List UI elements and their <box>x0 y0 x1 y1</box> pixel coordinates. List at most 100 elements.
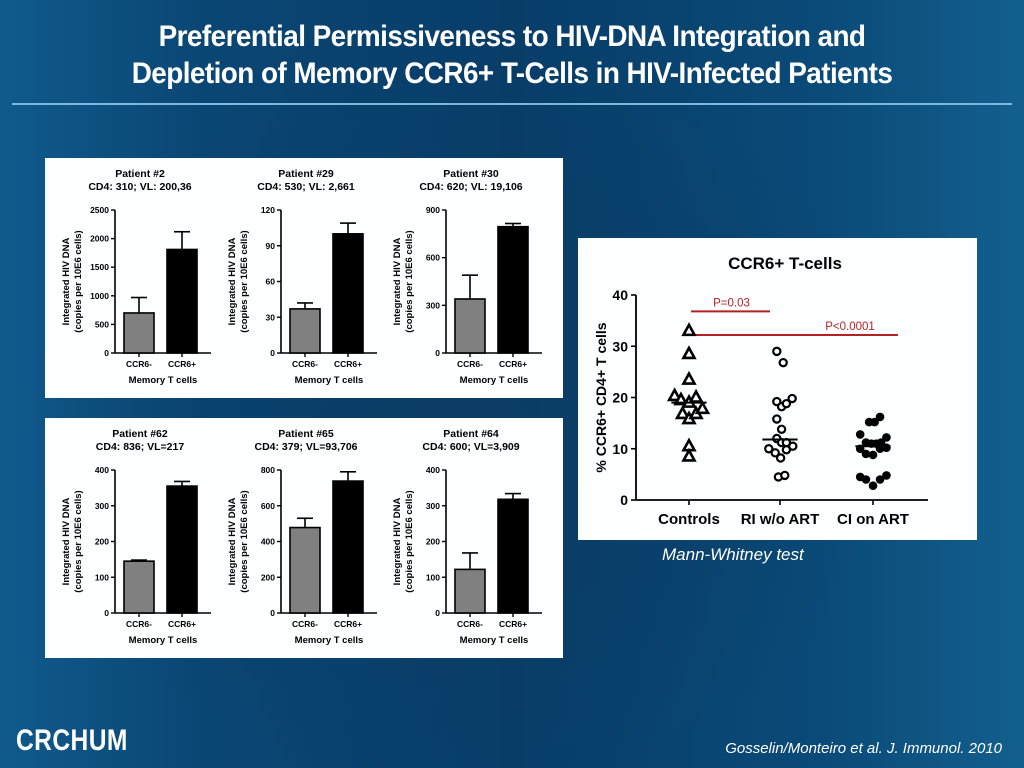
data-point <box>772 346 782 357</box>
bar-ccr6-pos <box>166 248 198 354</box>
svg-text:(copies per 10E6 cells): (copies per 10E6 cells) <box>239 490 250 592</box>
chart-title: CCR6+ T-cells <box>728 254 842 273</box>
series-ci-on-art <box>855 412 891 490</box>
y-tick-label: 1000 <box>90 291 109 301</box>
citation: Gosselin/Monteiro et al. J. Immunol. 201… <box>725 740 1002 757</box>
x-tick-label: CCR6+ <box>499 619 527 629</box>
data-point <box>787 393 797 404</box>
y-axis-label: Integrated HIV DNA (copies per 10E6 cells… <box>61 230 84 332</box>
scatter-chart-panel: CCR6+ T-cells 0 10 20 30 40 % CCR6+ CD4+ T cel… <box>578 238 977 540</box>
svg-text:(copies per 10E6 cells): (copies per 10E6 cells) <box>73 230 84 332</box>
bar-ccr6-neg <box>123 312 155 354</box>
x-axis-label: Memory T cells <box>295 635 364 646</box>
data-point <box>770 448 780 458</box>
x-tick-label: CCR6+ <box>334 359 362 369</box>
x-tick-label: CCR6+ <box>334 619 362 629</box>
x-tick-label: CCR6- <box>126 619 152 629</box>
y-tick-label: 20 <box>612 390 628 406</box>
x-tick-label: CCR6+ <box>168 359 196 369</box>
y-tick-label: 600 <box>426 253 440 263</box>
y-tick-label: 60 <box>266 277 276 287</box>
x-tick-label: RI w/o ART <box>741 511 820 528</box>
data-point <box>772 414 782 424</box>
chart-subtitle: CD4: 600; VL=3,909 <box>422 441 519 453</box>
y-tick-label: 40 <box>612 287 628 303</box>
data-point <box>870 417 879 427</box>
y-tick-label: 400 <box>426 465 440 475</box>
data-point <box>775 453 786 463</box>
x-tick-label: CCR6- <box>457 619 483 629</box>
bar-ccr6-pos <box>497 498 529 614</box>
x-axis-label: Memory T cells <box>295 375 364 386</box>
svg-text:Integrated HIV DNA: Integrated HIV DNA <box>392 238 403 326</box>
bar-ccr6-pos <box>332 233 364 354</box>
svg-text:(copies per 10E6 cells): (copies per 10E6 cells) <box>404 230 415 332</box>
bar-ccr6-neg <box>454 568 486 614</box>
data-point <box>875 475 885 484</box>
y-tick-label: 2500 <box>90 205 109 215</box>
y-tick-label: 200 <box>261 572 275 582</box>
data-point <box>868 450 878 460</box>
statistical-test-note: Mann-Whitney test <box>662 545 804 564</box>
chart-title: Patient #29 <box>278 168 334 180</box>
bar-ccr6-neg <box>289 308 321 354</box>
x-tick-label: CI on ART <box>837 511 909 528</box>
x-tick-label: Controls <box>658 511 720 528</box>
data-point <box>861 449 871 459</box>
data-point <box>681 370 697 385</box>
x-tick-label: CCR6- <box>292 619 318 629</box>
data-point <box>882 471 891 480</box>
svg-text:Integrated HIV DNA: Integrated HIV DNA <box>227 238 238 326</box>
y-tick-label: 0 <box>435 608 440 618</box>
svg-text:Integrated HIV DNA: Integrated HIV DNA <box>392 498 403 586</box>
chart-subtitle: CD4: 530; VL: 2,661 <box>257 181 355 193</box>
x-tick-label: CCR6+ <box>168 619 196 629</box>
crchum-logo: CRCHUM <box>16 724 128 757</box>
data-point <box>781 398 792 409</box>
series-controls <box>666 322 711 462</box>
svg-text:(copies per 10E6 cells): (copies per 10E6 cells) <box>239 230 250 332</box>
y-tick-label: 0 <box>104 608 109 618</box>
y-tick-label: 600 <box>261 501 275 511</box>
chart-subtitle: CD4: 620; VL: 19,106 <box>419 181 522 193</box>
svg-text:(copies per 10E6 cells): (copies per 10E6 cells) <box>73 490 84 592</box>
y-tick-label: 800 <box>261 465 275 475</box>
y-tick-label: 0 <box>435 348 440 358</box>
title-line-2: Depletion of Memory CCR6+ T-Cells in HIV… <box>131 57 893 90</box>
bar-ccr6-pos <box>332 480 364 614</box>
x-tick-label: CCR6- <box>457 359 483 369</box>
bar-charts-panel-top: Patient #2 CD4: 310; VL: 200,36 0 500 1000 15… <box>45 158 563 398</box>
y-axis-label: Integrated HIV DNA (copies per 10E6 cells… <box>61 490 84 592</box>
y-axis-label: Integrated HIV DNA (copies per 10E6 cells… <box>227 490 250 592</box>
chart-subtitle: CD4: 310; VL: 200,36 <box>88 181 191 193</box>
y-tick-label: 300 <box>426 501 440 511</box>
y-tick-label: 100 <box>95 572 109 582</box>
slide-title: Preferential Permissiveness to HIV-DNA I… <box>36 18 988 92</box>
y-tick-label: 500 <box>95 319 109 329</box>
chart-title: Patient #62 <box>112 428 168 440</box>
svg-text:Integrated HIV DNA: Integrated HIV DNA <box>61 238 72 326</box>
y-axis-label: % CCR6+ CD4+ T cells <box>593 322 609 472</box>
data-point <box>673 391 689 406</box>
y-tick-label: 30 <box>266 312 276 322</box>
x-tick-label: CCR6+ <box>499 359 527 369</box>
chart-title: Patient #64 <box>443 428 499 440</box>
y-tick-label: 200 <box>95 537 109 547</box>
bar-ccr6-neg <box>289 526 321 614</box>
data-point <box>788 441 798 451</box>
pvalue-label: P=0.03 <box>713 297 750 309</box>
scatter-chart: CCR6+ T-cells 0 10 20 30 40 % CCR6+ CD4+ T cel… <box>593 254 928 528</box>
y-tick-label: 0 <box>270 608 275 618</box>
y-tick-label: 120 <box>261 205 275 215</box>
y-tick-label: 2000 <box>90 234 109 244</box>
y-tick-label: 400 <box>261 537 275 547</box>
y-tick-label: 1500 <box>90 262 109 272</box>
x-axis-label: Memory T cells <box>460 635 529 646</box>
chart-title: Patient #2 <box>115 168 165 180</box>
y-tick-label: 0 <box>620 492 628 508</box>
